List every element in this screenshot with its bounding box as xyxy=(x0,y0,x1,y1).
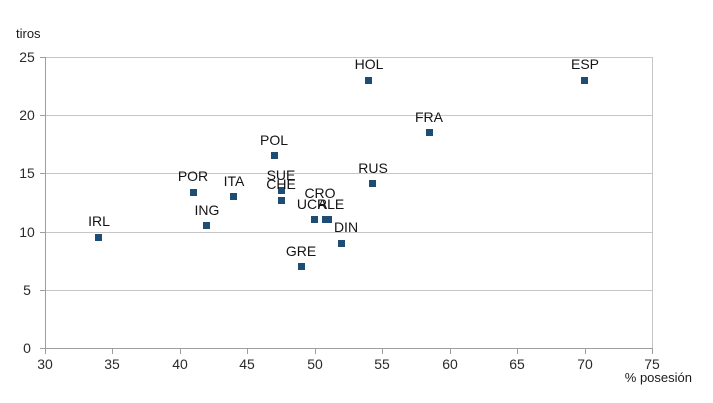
data-point-sue xyxy=(278,187,285,194)
y-axis-title: tiros xyxy=(16,26,41,41)
point-label-hol: HOL xyxy=(354,56,384,72)
data-point-por xyxy=(190,189,197,196)
point-label-gre: GRE xyxy=(285,243,317,259)
point-label-cro: CRO xyxy=(304,185,336,201)
x-tick-75 xyxy=(652,349,653,354)
gridline-y-10 xyxy=(45,232,652,233)
y-tick-label-25: 25 xyxy=(19,49,35,65)
data-point-rus xyxy=(369,180,376,187)
y-tick-20 xyxy=(40,115,45,116)
gridline-y-5 xyxy=(45,290,652,291)
x-tick-40 xyxy=(180,349,181,354)
x-tick-label-45: 45 xyxy=(239,356,255,372)
plot-right-border xyxy=(652,57,653,349)
point-label-ita: ITA xyxy=(223,173,245,189)
x-tick-50 xyxy=(315,349,316,354)
data-point-fra xyxy=(426,129,433,136)
data-point-ita xyxy=(230,193,237,200)
y-tick-10 xyxy=(40,232,45,233)
point-label-din: DIN xyxy=(333,219,359,235)
x-tick-label-55: 55 xyxy=(374,356,390,372)
x-tick-35 xyxy=(112,349,113,354)
y-tick-25 xyxy=(40,57,45,58)
x-tick-label-40: 40 xyxy=(172,356,188,372)
point-label-fra: FRA xyxy=(415,109,443,125)
y-tick-label-5: 5 xyxy=(23,282,31,298)
x-tick-label-65: 65 xyxy=(509,356,525,372)
data-point-irl xyxy=(95,234,102,241)
x-tick-55 xyxy=(382,349,383,354)
y-tick-label-10: 10 xyxy=(19,224,35,240)
x-tick-label-75: 75 xyxy=(644,356,660,372)
point-label-sue: SUE xyxy=(266,167,296,183)
y-tick-15 xyxy=(40,173,45,174)
point-label-por: POR xyxy=(177,168,209,184)
data-point-cro xyxy=(325,216,332,223)
y-tick-label-15: 15 xyxy=(19,165,35,181)
point-label-pol: POL xyxy=(259,132,288,148)
data-point-hol xyxy=(365,77,372,84)
point-label-irl: IRL xyxy=(88,213,110,229)
x-tick-label-35: 35 xyxy=(104,356,120,372)
x-axis-title: % posesión xyxy=(624,370,692,385)
gridline-y-20 xyxy=(45,115,652,116)
y-tick-0 xyxy=(40,348,45,349)
data-point-ing xyxy=(203,222,210,229)
x-tick-label-70: 70 xyxy=(577,356,593,372)
gridline-y-25 xyxy=(45,57,652,58)
x-tick-60 xyxy=(450,349,451,354)
data-point-esp xyxy=(581,77,588,84)
point-label-che: CHE xyxy=(266,176,296,192)
x-axis-line xyxy=(45,348,653,349)
point-label-ing: ING xyxy=(194,202,220,218)
data-point-che xyxy=(278,197,285,204)
y-tick-label-0: 0 xyxy=(23,340,31,356)
gridline-y-15 xyxy=(45,173,652,174)
y-axis-line xyxy=(45,57,46,349)
x-tick-label-30: 30 xyxy=(37,356,53,372)
data-point-gre xyxy=(298,263,305,270)
point-label-ale: ALE xyxy=(317,196,345,212)
point-label-ucr: UCR xyxy=(296,196,328,212)
data-point-pol xyxy=(271,152,278,159)
x-tick-30 xyxy=(45,349,46,354)
point-label-rus: RUS xyxy=(358,160,388,176)
x-tick-label-50: 50 xyxy=(307,356,323,372)
x-tick-70 xyxy=(585,349,586,354)
y-tick-label-20: 20 xyxy=(19,107,35,123)
y-tick-5 xyxy=(40,290,45,291)
x-tick-label-60: 60 xyxy=(442,356,458,372)
data-point-ucr xyxy=(311,216,318,223)
data-point-din xyxy=(338,240,345,247)
point-label-esp: ESP xyxy=(570,56,599,72)
x-tick-65 xyxy=(517,349,518,354)
x-tick-45 xyxy=(247,349,248,354)
